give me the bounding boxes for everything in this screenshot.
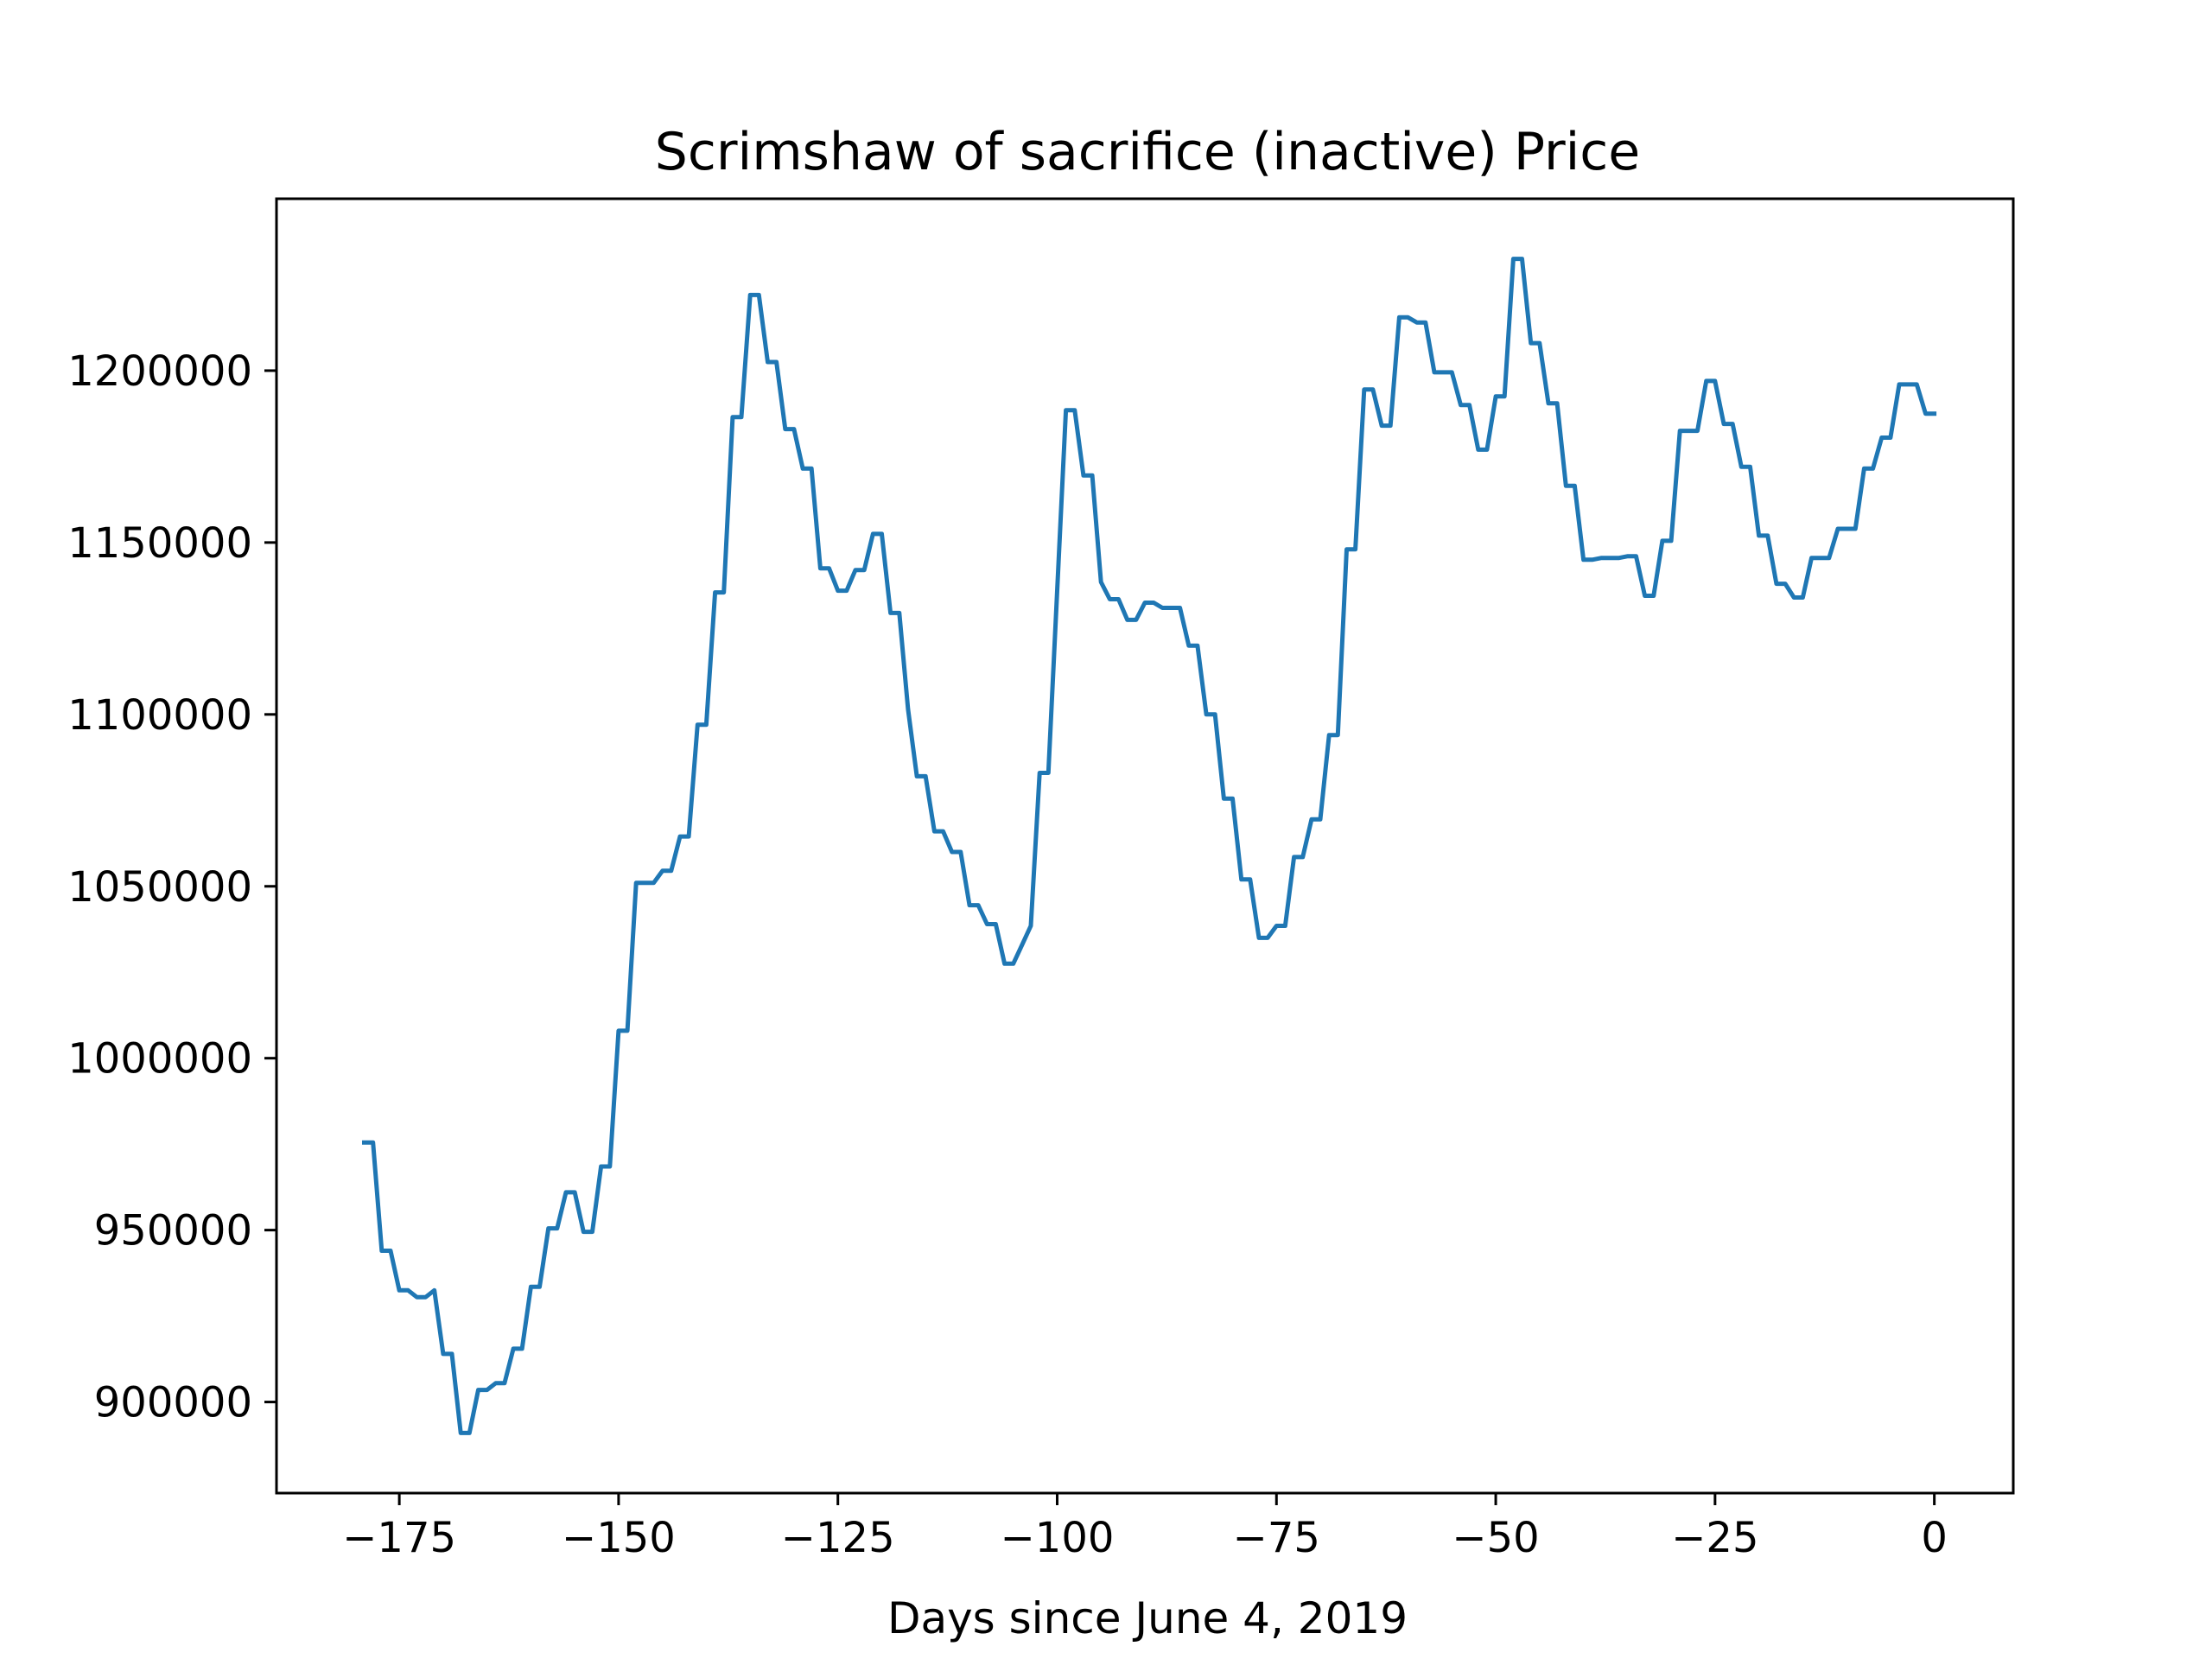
y-tick-label: 1100000 <box>67 691 252 740</box>
x-tick-label: 0 <box>1921 1514 1948 1562</box>
y-tick-label: 1200000 <box>67 347 252 396</box>
x-tick-label: −125 <box>781 1514 895 1562</box>
y-tick-label: 1050000 <box>67 863 252 912</box>
y-tick-label: 900000 <box>94 1379 252 1427</box>
x-tick-label: −175 <box>342 1514 456 1562</box>
x-tick-label: −75 <box>1233 1514 1320 1562</box>
x-tick-label: −50 <box>1452 1514 1539 1562</box>
y-tick-label: 950000 <box>94 1207 252 1255</box>
x-axis: −175 −150 −125 −100 −75 −50 −25 0 <box>342 1493 1948 1562</box>
x-axis-label: Days since June 4, 2019 <box>887 1593 1408 1643</box>
x-tick-label: −150 <box>562 1514 676 1562</box>
y-tick-label: 1150000 <box>67 519 252 568</box>
y-tick-label: 1000000 <box>67 1035 252 1084</box>
series-line-0 <box>362 257 1937 1435</box>
x-tick-label: −100 <box>1001 1514 1115 1562</box>
plot-frame <box>275 197 2015 1495</box>
plot-area <box>362 257 1937 1435</box>
y-axis: 900000 950000 1000000 1050000 1100000 1150000… <box>67 347 276 1427</box>
x-tick-label: −25 <box>1671 1514 1758 1562</box>
chart-title: Scrimshaw of sacrifice (inactive) Price <box>655 122 1640 182</box>
